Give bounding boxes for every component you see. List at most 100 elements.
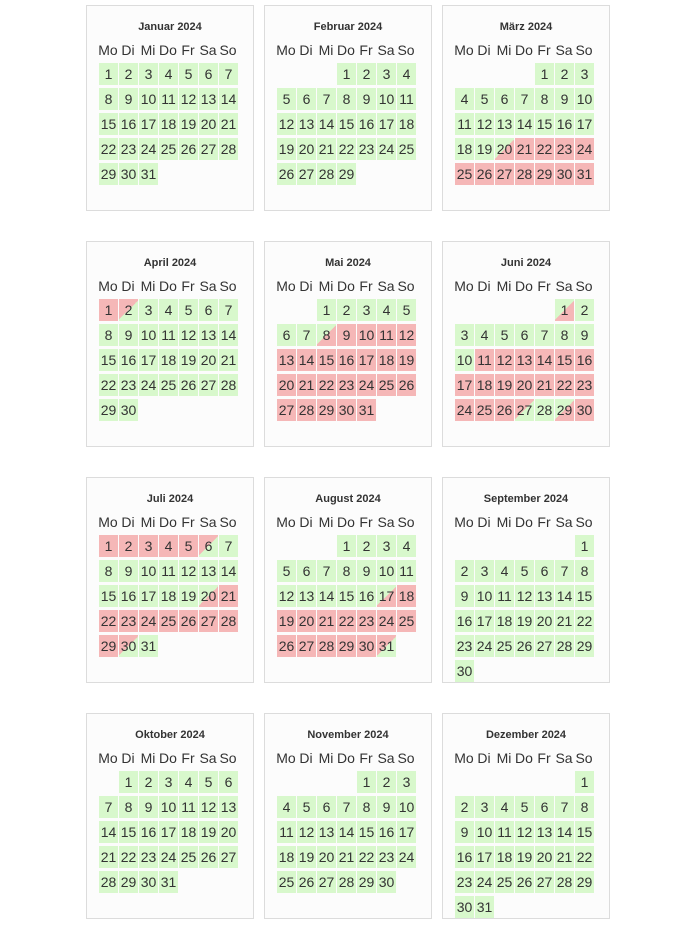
day-cell-booked[interactable]: 15 bbox=[555, 349, 574, 371]
day-cell-free[interactable]: 7 bbox=[317, 88, 336, 110]
day-cell-free[interactable]: 21 bbox=[555, 610, 574, 632]
day-cell-free[interactable]: 14 bbox=[555, 585, 574, 607]
day-cell-free[interactable]: 18 bbox=[455, 138, 474, 160]
day-cell-free[interactable]: 7 bbox=[337, 796, 356, 818]
day-cell-booked[interactable]: 22 bbox=[99, 610, 118, 632]
day-cell-free[interactable]: 6 bbox=[535, 560, 554, 582]
day-cell-booked[interactable]: 29 bbox=[99, 635, 118, 657]
day-cell-free[interactable]: 27 bbox=[535, 635, 554, 657]
day-cell-free[interactable]: 6 bbox=[317, 796, 336, 818]
day-cell-free[interactable]: 19 bbox=[475, 138, 494, 160]
day-cell-free[interactable]: 11 bbox=[179, 796, 198, 818]
day-cell-free[interactable]: 9 bbox=[455, 585, 474, 607]
day-cell-free[interactable]: 5 bbox=[397, 299, 416, 321]
day-cell-free[interactable]: 25 bbox=[495, 871, 514, 893]
day-cell-booked[interactable]: 30 bbox=[575, 399, 594, 421]
day-cell-booked[interactable]: 29 bbox=[535, 163, 554, 185]
day-cell-free[interactable]: 15 bbox=[535, 113, 554, 135]
day-cell-free[interactable]: 24 bbox=[159, 846, 178, 868]
day-cell-free[interactable]: 19 bbox=[297, 846, 316, 868]
day-cell-free[interactable]: 17 bbox=[575, 113, 594, 135]
day-cell-free[interactable]: 6 bbox=[199, 63, 218, 85]
day-cell-free[interactable]: 14 bbox=[99, 821, 118, 843]
day-cell-free[interactable]: 4 bbox=[179, 771, 198, 793]
day-cell-booked[interactable]: 16 bbox=[575, 349, 594, 371]
day-cell-free[interactable]: 24 bbox=[397, 846, 416, 868]
day-cell-free[interactable]: 26 bbox=[515, 871, 534, 893]
day-cell-free[interactable]: 3 bbox=[159, 771, 178, 793]
day-cell-free[interactable]: 17 bbox=[397, 821, 416, 843]
day-cell-booked[interactable]: 18 bbox=[377, 349, 396, 371]
day-cell-booked[interactable]: 24 bbox=[139, 610, 158, 632]
day-cell-free[interactable]: 6 bbox=[515, 324, 534, 346]
day-cell-free[interactable]: 3 bbox=[455, 324, 474, 346]
day-cell-free[interactable]: 2 bbox=[377, 771, 396, 793]
day-cell-free[interactable]: 1 bbox=[575, 535, 594, 557]
day-cell-free[interactable]: 4 bbox=[475, 324, 494, 346]
day-cell-free[interactable]: 26 bbox=[297, 871, 316, 893]
day-cell-free[interactable]: 28 bbox=[219, 138, 238, 160]
day-cell-free[interactable]: 25 bbox=[277, 871, 296, 893]
day-cell-free[interactable]: 13 bbox=[199, 88, 218, 110]
day-cell-free[interactable]: 1 bbox=[317, 299, 336, 321]
day-cell-free[interactable]: 18 bbox=[159, 585, 178, 607]
day-cell-free[interactable]: 25 bbox=[495, 635, 514, 657]
day-cell-booked[interactable]: 9 bbox=[337, 324, 356, 346]
day-cell-free[interactable]: 1 bbox=[119, 771, 138, 793]
day-cell-booked[interactable]: 21 bbox=[535, 374, 554, 396]
day-cell-booked[interactable]: 28 bbox=[515, 163, 534, 185]
day-cell-booked[interactable]: 24 bbox=[575, 138, 594, 160]
day-cell-free[interactable]: 28 bbox=[555, 871, 574, 893]
day-cell-booked[interactable]: 26 bbox=[475, 163, 494, 185]
day-cell-free[interactable]: 10 bbox=[377, 88, 396, 110]
day-cell-free[interactable]: 24 bbox=[377, 138, 396, 160]
day-cell-free[interactable]: 23 bbox=[357, 138, 376, 160]
day-cell-free[interactable]: 30 bbox=[119, 399, 138, 421]
day-cell-free[interactable]: 30 bbox=[119, 163, 138, 185]
day-cell-free[interactable]: 27 bbox=[199, 374, 218, 396]
day-cell-free[interactable]: 19 bbox=[179, 113, 198, 135]
day-cell-booked[interactable]: 22 bbox=[535, 138, 554, 160]
day-cell-free[interactable]: 5 bbox=[515, 796, 534, 818]
day-cell-booked[interactable]: 14 bbox=[535, 349, 554, 371]
day-cell-booked[interactable]: 31 bbox=[357, 399, 376, 421]
day-cell-departure[interactable]: 2 bbox=[119, 299, 138, 321]
day-cell-free[interactable]: 14 bbox=[219, 88, 238, 110]
day-cell-free[interactable]: 16 bbox=[139, 821, 158, 843]
day-cell-free[interactable]: 15 bbox=[99, 585, 118, 607]
day-cell-booked[interactable]: 19 bbox=[277, 610, 296, 632]
day-cell-free[interactable]: 2 bbox=[139, 771, 158, 793]
day-cell-free[interactable]: 10 bbox=[139, 88, 158, 110]
day-cell-free[interactable]: 14 bbox=[317, 113, 336, 135]
day-cell-free[interactable]: 10 bbox=[139, 324, 158, 346]
day-cell-free[interactable]: 22 bbox=[357, 846, 376, 868]
day-cell-booked[interactable]: 17 bbox=[455, 374, 474, 396]
day-cell-free[interactable]: 17 bbox=[159, 821, 178, 843]
day-cell-free[interactable]: 27 bbox=[317, 871, 336, 893]
day-cell-booked[interactable]: 20 bbox=[277, 374, 296, 396]
day-cell-free[interactable]: 19 bbox=[515, 846, 534, 868]
day-cell-booked[interactable]: 21 bbox=[219, 585, 238, 607]
day-cell-free[interactable]: 13 bbox=[535, 585, 554, 607]
day-cell-booked[interactable]: 25 bbox=[397, 610, 416, 632]
day-cell-free[interactable]: 11 bbox=[397, 560, 416, 582]
day-cell-free[interactable]: 30 bbox=[455, 660, 474, 682]
day-cell-free[interactable]: 30 bbox=[455, 896, 474, 918]
day-cell-free[interactable]: 22 bbox=[119, 846, 138, 868]
day-cell-free[interactable]: 3 bbox=[575, 63, 594, 85]
day-cell-booked[interactable]: 28 bbox=[297, 399, 316, 421]
day-cell-booked[interactable]: 28 bbox=[317, 635, 336, 657]
day-cell-booked[interactable]: 31 bbox=[575, 163, 594, 185]
day-cell-free[interactable]: 30 bbox=[139, 871, 158, 893]
day-cell-free[interactable]: 19 bbox=[199, 821, 218, 843]
day-cell-free[interactable]: 10 bbox=[475, 585, 494, 607]
day-cell-booked[interactable]: 2 bbox=[119, 535, 138, 557]
day-cell-arrival[interactable]: 20 bbox=[199, 585, 218, 607]
day-cell-booked[interactable]: 13 bbox=[515, 349, 534, 371]
day-cell-booked[interactable]: 29 bbox=[317, 399, 336, 421]
day-cell-free[interactable]: 6 bbox=[535, 796, 554, 818]
day-cell-free[interactable]: 2 bbox=[575, 299, 594, 321]
day-cell-free[interactable]: 5 bbox=[179, 299, 198, 321]
day-cell-free[interactable]: 15 bbox=[119, 821, 138, 843]
day-cell-free[interactable]: 19 bbox=[179, 585, 198, 607]
